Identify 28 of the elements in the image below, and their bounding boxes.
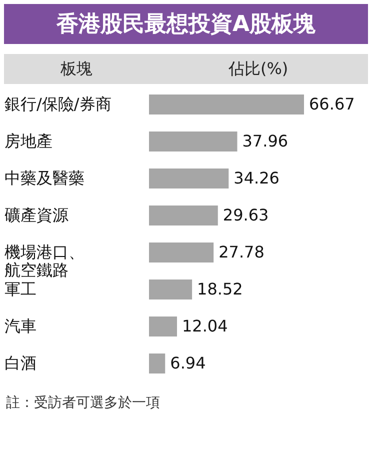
chart-title: 香港股民最想投資A股板塊: [4, 4, 368, 44]
data-label: 37.96: [242, 132, 288, 150]
data-label: 27.78: [218, 242, 264, 262]
data-label: 34.26: [234, 168, 280, 188]
data-label: 66.67: [309, 94, 355, 114]
y-tick-label: 礦產資源: [4, 206, 68, 224]
x-axis-title: 佔比(%): [227, 58, 290, 80]
bar: [149, 354, 166, 374]
y-tick-label: 汽車: [4, 316, 36, 336]
y-tick-label: 銀行/保險/券商: [4, 94, 112, 114]
y-tick-label: 房地產: [4, 132, 52, 150]
y-tick-label: 軍工: [4, 280, 36, 298]
data-label: 12.04: [182, 316, 228, 336]
y-tick-label: 白酒: [4, 354, 36, 372]
y-tick-label: 中藥及醫藥: [4, 168, 84, 188]
y-axis-title: 板塊: [59, 58, 94, 80]
data-label: 6.94: [170, 354, 206, 372]
bar: [149, 242, 214, 262]
bar: [149, 206, 218, 226]
y-tick-label: 機場港口、航空鐵路: [4, 242, 84, 280]
bar: [149, 94, 304, 114]
text: 註：受訪者可選多於一項: [6, 394, 161, 412]
bar: [149, 280, 192, 300]
bar: [149, 316, 177, 336]
data-label: 18.52: [197, 280, 243, 298]
bar: [149, 168, 229, 188]
data-label: 29.63: [222, 206, 269, 224]
bar: [149, 132, 238, 152]
